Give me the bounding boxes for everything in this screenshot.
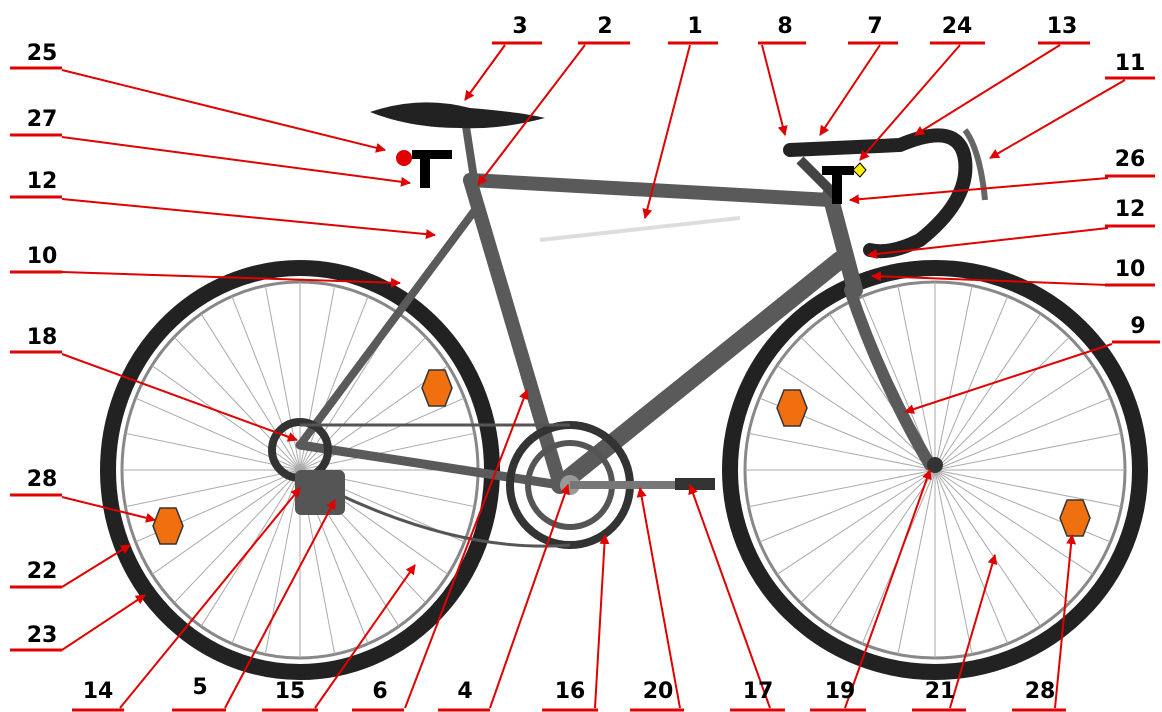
part-number: 19 — [825, 679, 856, 704]
reflector — [1060, 500, 1090, 536]
spoke — [232, 296, 300, 470]
callout-arrow — [62, 595, 145, 650]
reflector — [153, 508, 183, 544]
callout: 7 — [820, 14, 898, 135]
drivetrain — [272, 422, 943, 546]
callout: 23 — [10, 595, 145, 650]
callout-arrow — [820, 45, 880, 135]
part-number: 8 — [777, 14, 792, 39]
part-number: 7 — [867, 14, 882, 39]
spoke — [935, 470, 1069, 603]
spoke — [935, 337, 1069, 470]
part-number: 10 — [1115, 257, 1146, 282]
part-number: 14 — [83, 679, 114, 704]
part-number: 17 — [743, 679, 774, 704]
spoke — [935, 470, 1008, 644]
callout-arrow — [595, 535, 605, 708]
callout: 8 — [758, 14, 806, 135]
part-number: 2 — [597, 14, 612, 39]
bicycle-diagram: 3218724131126121092527121018282223145156… — [0, 0, 1162, 712]
part-number: 9 — [1130, 314, 1145, 339]
callout-arrow — [850, 178, 1108, 200]
part-number: 22 — [27, 559, 58, 584]
callout-arrow — [490, 485, 568, 708]
part-number: 12 — [27, 169, 58, 194]
callout: 2 — [478, 14, 630, 185]
callout-arrow — [905, 344, 1112, 412]
part-number: 24 — [942, 14, 973, 39]
part-number: 13 — [1047, 14, 1078, 39]
callout: 22 — [10, 545, 130, 587]
callout: 21 — [912, 555, 995, 710]
callout-arrow — [405, 390, 527, 708]
part-number: 10 — [27, 244, 58, 269]
part-number: 12 — [1115, 197, 1146, 222]
part-number: 11 — [1115, 51, 1146, 76]
part-number: 20 — [643, 679, 674, 704]
callout-arrow — [62, 70, 385, 150]
part-number: 28 — [1025, 679, 1056, 704]
spoke — [801, 470, 935, 603]
callout: 28 — [1012, 535, 1072, 710]
callout-arrow — [62, 354, 297, 440]
part-number: 26 — [1115, 147, 1146, 172]
callout: 27 — [10, 107, 410, 183]
callout: 12 — [10, 169, 435, 235]
saddle — [370, 102, 545, 128]
part-number: 18 — [27, 325, 58, 350]
reflector — [777, 390, 807, 426]
callout-arrow — [640, 488, 680, 708]
part-number: 6 — [372, 679, 387, 704]
part-number: 5 — [192, 675, 207, 700]
callout-arrow — [915, 45, 1060, 135]
part-number: 16 — [555, 679, 586, 704]
spoke — [232, 470, 300, 644]
spoke — [174, 470, 300, 603]
part-number: 27 — [27, 107, 58, 132]
callout-arrow — [62, 199, 435, 235]
callout: 11 — [990, 51, 1155, 158]
part-number: 21 — [925, 679, 956, 704]
part-number: 23 — [27, 623, 58, 648]
part-number: 3 — [512, 14, 527, 39]
callout-arrow — [465, 45, 505, 100]
callout: 20 — [630, 488, 684, 710]
callout-arrow — [990, 80, 1125, 158]
spoke — [174, 337, 300, 470]
page: 3218724131126121092527121018282223145156… — [0, 0, 1162, 712]
callout: 15 — [262, 565, 415, 710]
spoke — [935, 398, 1111, 470]
part-number: 15 — [275, 679, 306, 704]
callout-arrow — [762, 45, 785, 135]
part-number: 25 — [27, 41, 58, 66]
part-number: 1 — [687, 14, 702, 39]
callout: 25 — [10, 41, 385, 150]
callout: 28 — [10, 467, 155, 520]
callout: 3 — [465, 14, 542, 100]
spoke — [935, 296, 1008, 470]
part-number: 4 — [457, 679, 472, 704]
callout: 26 — [850, 147, 1155, 200]
callout: 16 — [542, 535, 605, 710]
reflector — [422, 370, 452, 406]
callout-arrow — [62, 545, 130, 587]
part-number: 28 — [27, 467, 58, 492]
